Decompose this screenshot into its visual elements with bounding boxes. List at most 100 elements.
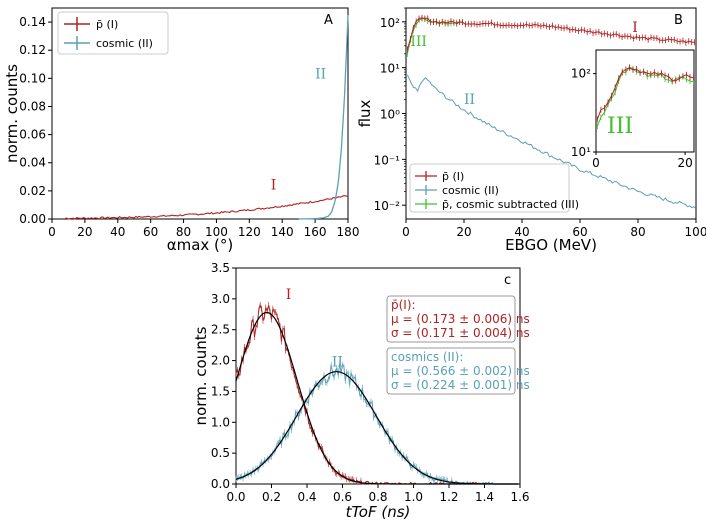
panel-b-inset-xtick-label: 20 — [677, 156, 692, 170]
panel-b-legend: p̄ (I)cosmic (II)p̄, cosmic subtracted (… — [409, 163, 579, 213]
panel-c-fit-box-title: p̄(I): — [391, 298, 416, 312]
panel-c-xtick-label: 1.4 — [475, 490, 494, 504]
panel-c-xtick-label: 1.0 — [404, 490, 423, 504]
panel-a-xtick-label: 80 — [176, 225, 191, 239]
panel-c-letter: c — [504, 273, 511, 288]
panel-b-xtick-label: 80 — [630, 225, 645, 239]
panel-b-xtick-label: 20 — [456, 225, 471, 239]
panel-c-xlabel: tToF (ns) — [346, 503, 411, 521]
panel-b-ytick-label: 10⁰ — [380, 108, 400, 122]
panel-c-xtick-label: 0.4 — [297, 490, 316, 504]
panel-c-xtick-label: 0.6 — [333, 490, 352, 504]
panel-a-ytick-label: 0.06 — [19, 128, 46, 142]
panel-a-xtick-label: 0 — [48, 225, 56, 239]
panel-a-ylabel: norm. counts — [3, 64, 21, 163]
panel-c-annotation-ii: II — [332, 355, 343, 371]
panel-a-xtick-label: 100 — [205, 225, 228, 239]
panel-b-ytick-label: 10⁻¹ — [374, 153, 401, 167]
panel-a-xtick-label: 60 — [143, 225, 158, 239]
panel-c-fit-box-frame — [386, 295, 516, 343]
panel-b-xtick-label: 40 — [514, 225, 529, 239]
panel-a-xtick-label: 140 — [271, 225, 294, 239]
panel-c-ytick-label: 3.0 — [211, 292, 230, 306]
panel-a-xlabel: αmax (°) — [167, 236, 234, 254]
panel-a-legend: p̄ (I) cosmic (II) — [57, 11, 169, 55]
panel-b-xtick-label: 0 — [402, 225, 410, 239]
panel-b-legend-label-cosmic: cosmic (II) — [442, 184, 499, 197]
panel-a-annotation-ii: II — [315, 66, 326, 82]
panel-c-fit-box-cosmic: cosmics (II):μ = (0.566 ± 0.002) nsσ = (… — [386, 347, 530, 395]
panel-a-ytick-label: 0.08 — [19, 99, 46, 113]
panel-b-inset: 0 20 10¹ 10² III — [571, 49, 695, 170]
panel-b-ylabel: flux — [356, 99, 374, 127]
panel-a: 0 20 40 60 80 100 120 140 160 180 0.00 0.02 0.04 0.06… — [3, 7, 360, 254]
panel-c-fit-box-sigma: σ = (0.171 ± 0.004) ns — [391, 326, 530, 340]
panel-c: 0.0 0.2 0.4 0.6 0.8 1.0 1.2 1.4 1.6 0.0 0.5 1.0 1.5 2… — [192, 261, 530, 521]
panel-c-fit-box-frame — [386, 347, 516, 395]
panel-a-ytick-label: 0.04 — [19, 156, 46, 170]
panel-b-legend-label-subtracted: p̄, cosmic subtracted (III) — [442, 198, 579, 211]
panel-c-annotation-i: I — [286, 287, 292, 303]
panel-b-series-pbar — [406, 17, 695, 50]
panel-a-xtick-label: 180 — [337, 225, 360, 239]
panel-c-ytick-label: 2.5 — [211, 323, 230, 337]
panel-c-xtick-label: 1.6 — [510, 490, 529, 504]
panel-a-frame — [51, 7, 349, 220]
panel-b-inset-xtick-label: 0 — [592, 156, 600, 170]
panel-b-xtick-label: 60 — [572, 225, 587, 239]
panel-c-xtick-label: 1.2 — [439, 490, 458, 504]
panel-b-legend-label-pbar: p̄ (I) — [442, 170, 464, 183]
panel-a-legend-label-cosmic: cosmic (II) — [96, 37, 153, 50]
panel-c-xtick-label: 0.2 — [262, 490, 281, 504]
panel-b: 0 20 40 60 80 100 10⁻² 10⁻¹ 10⁰ 10¹ 10² EBGO (MeV) f… — [356, 7, 706, 254]
panel-b-legend-box — [409, 163, 570, 213]
panel-b-series-cosmic — [406, 74, 696, 209]
panel-a-ytick-label: 0.00 — [19, 212, 46, 226]
panel-c-ytick-label: 1.5 — [211, 384, 230, 398]
panel-c-fit-box-sigma: σ = (0.224 ± 0.001) ns — [391, 378, 530, 392]
panel-b-xtick-label: 100 — [685, 225, 706, 239]
panel-b-inset-series-subtracted — [596, 66, 694, 127]
panel-c-ytick-label: 3.5 — [211, 261, 230, 275]
panel-c-xtick-label: 0.0 — [226, 490, 245, 504]
panel-b-annotation-i: I — [632, 20, 638, 36]
panel-a-xtick-label: 120 — [238, 225, 261, 239]
panel-b-ytick-label: 10¹ — [380, 62, 400, 76]
panel-a-legend-label-pbar: p̄ (I) — [96, 18, 118, 31]
panel-b-inset-series-pbar — [596, 67, 694, 120]
panel-c-fit-box-pbar: p̄(I):μ = (0.173 ± 0.006) nsσ = (0.171 ±… — [386, 295, 530, 343]
panel-c-fit-box-title: cosmics (II): — [391, 350, 463, 364]
panel-a-xtick-label: 40 — [110, 225, 125, 239]
panel-a-ytick-label: 0.10 — [19, 71, 46, 85]
panel-b-letter: B — [674, 13, 683, 28]
panel-c-ylabel: norm. counts — [192, 326, 210, 425]
panel-b-ytick-label: 10² — [380, 16, 400, 30]
panel-c-ytick-label: 0.5 — [211, 446, 230, 460]
panel-b-annotation-iii: III — [410, 34, 427, 50]
panel-a-xtick-label: 20 — [77, 225, 92, 239]
panel-a-xtick-label: 160 — [304, 225, 327, 239]
panel-a-letter: A — [324, 13, 333, 28]
panel-b-inset-label: III — [607, 114, 633, 139]
panel-c-fit-box-mu: μ = (0.566 ± 0.002) ns — [391, 364, 530, 378]
panel-b-ytick-label: 10⁻² — [374, 199, 401, 213]
panel-a-ytick-label: 0.12 — [19, 43, 46, 57]
panel-c-xtick-label: 0.8 — [368, 490, 387, 504]
panel-a-series-cosmic — [298, 14, 349, 220]
panel-c-fit-box-mu: μ = (0.173 ± 0.006) ns — [391, 312, 530, 326]
panel-a-ytick-label: 0.14 — [19, 15, 46, 29]
panel-b-inset-frame — [595, 49, 695, 153]
panel-a-annotation-i: I — [271, 177, 277, 193]
panel-b-xlabel: EBGO (MeV) — [505, 236, 597, 254]
panel-a-ytick-label: 0.02 — [19, 184, 46, 198]
panel-b-inset-ytick-label: 10² — [571, 67, 591, 81]
panel-b-inset-ytick-label: 10¹ — [571, 145, 591, 159]
panel-c-ytick-label: 2.0 — [211, 354, 230, 368]
panel-c-fit-cosmic — [235, 371, 519, 485]
panel-c-ytick-label: 1.0 — [211, 415, 230, 429]
panel-b-annotation-ii: II — [464, 92, 475, 108]
panel-a-series-pbar — [65, 195, 349, 220]
panel-c-ytick-label: 0.0 — [211, 477, 230, 491]
